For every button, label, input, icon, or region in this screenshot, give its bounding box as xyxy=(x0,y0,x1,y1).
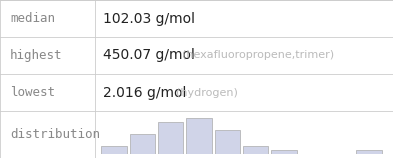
Bar xyxy=(243,146,268,154)
Text: 102.03 g/mol: 102.03 g/mol xyxy=(103,12,195,25)
Bar xyxy=(158,122,184,154)
Bar xyxy=(130,134,155,154)
Text: (hydrogen): (hydrogen) xyxy=(176,88,238,97)
Bar xyxy=(215,130,240,154)
Text: median: median xyxy=(10,12,55,25)
Bar xyxy=(356,150,382,154)
Text: distribution: distribution xyxy=(10,128,100,141)
Text: lowest: lowest xyxy=(10,86,55,99)
Text: highest: highest xyxy=(10,49,62,62)
Text: 450.07 g/mol: 450.07 g/mol xyxy=(103,49,195,63)
Text: (hexafluoropropene,trimer): (hexafluoropropene,trimer) xyxy=(182,51,334,61)
Bar xyxy=(271,150,297,154)
Text: 2.016 g/mol: 2.016 g/mol xyxy=(103,85,186,100)
Bar xyxy=(101,146,127,154)
Bar xyxy=(186,118,212,154)
